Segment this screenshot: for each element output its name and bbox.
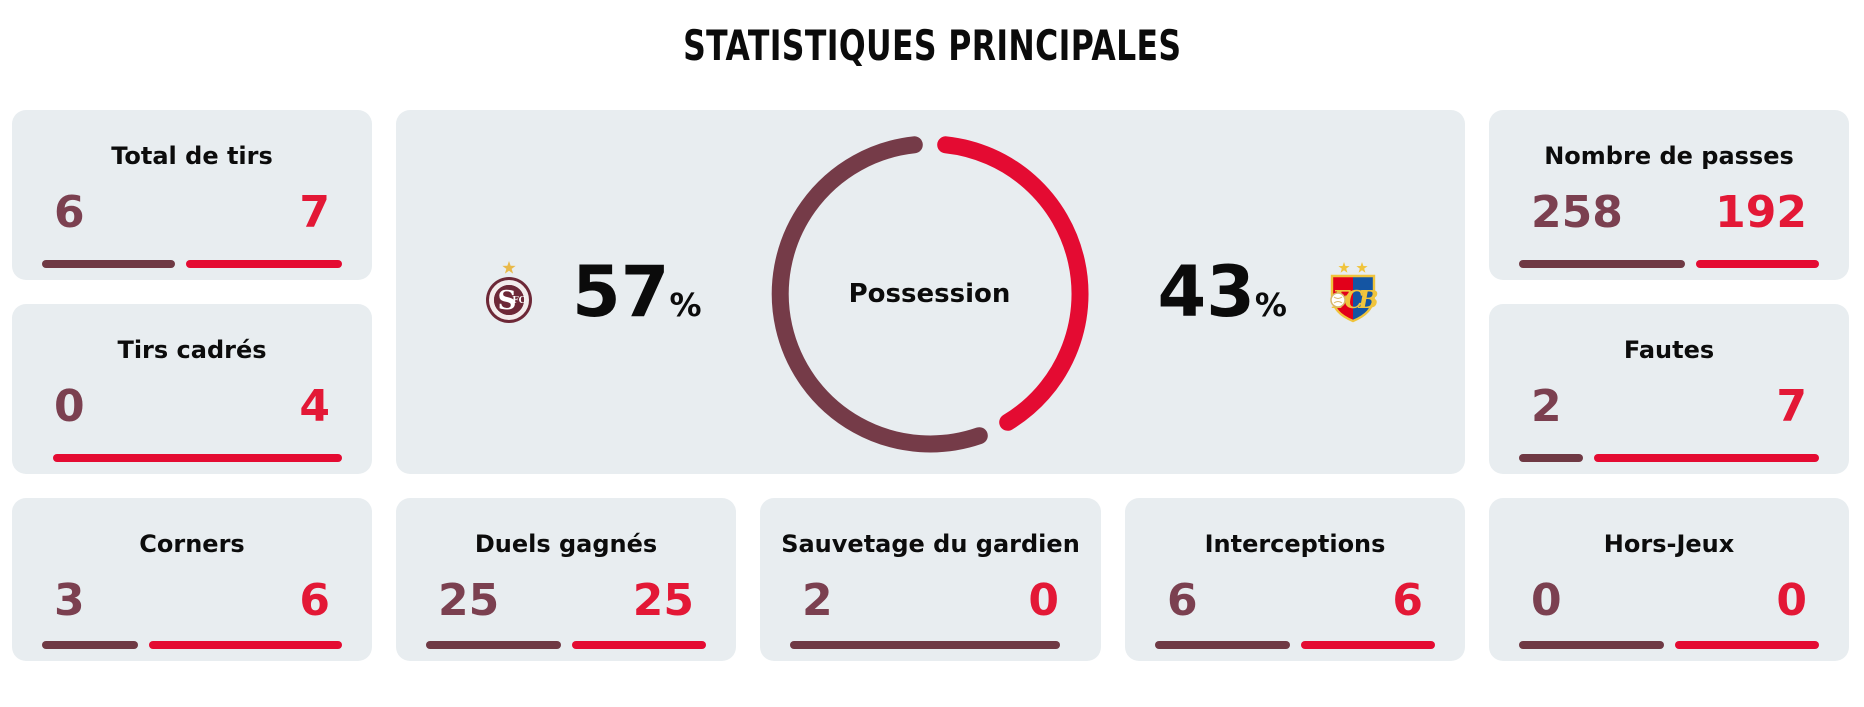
home-possession-arc [771, 136, 988, 453]
servette-crest-icon: S FC [486, 261, 533, 323]
comparison-bars [1519, 641, 1819, 649]
away-value: 192 [1715, 187, 1807, 238]
away-value: 25 [632, 575, 694, 626]
away-bar [186, 260, 342, 268]
possession-donut: Possession [760, 110, 1100, 474]
stat-values: 2 7 [1489, 385, 1849, 429]
away-value: 7 [299, 187, 330, 238]
page-title-text: STATISTIQUES PRINCIPALES [682, 21, 1182, 70]
gold-star-icon [1338, 262, 1350, 273]
home-value: 3 [54, 575, 85, 626]
away-bar [1594, 454, 1819, 462]
stat-card-tirs-cadres: Tirs cadrés 0 4 [12, 304, 372, 474]
home-value: 0 [54, 381, 85, 432]
home-value: 6 [54, 187, 85, 238]
comparison-bars [790, 641, 1071, 649]
away-bar [1695, 260, 1819, 268]
home-bar [1155, 641, 1290, 649]
stat-card-duels-gagnes: Duels gagnés 25 25 [396, 498, 736, 661]
home-bar [426, 641, 561, 649]
stat-label: Hors-Jeux [1603, 530, 1735, 558]
home-pct-number: 57 [572, 251, 670, 333]
away-possession-arc [936, 136, 1089, 431]
stat-values: 25 25 [396, 579, 736, 623]
stat-label: Fautes [1623, 336, 1715, 364]
comparison-bars [42, 641, 342, 649]
home-bar [42, 260, 176, 268]
stat-label: Sauvetage du gardien [781, 530, 1080, 558]
percent-sign: % [669, 286, 702, 324]
comparison-bars [42, 454, 342, 462]
stat-label: Corners [139, 530, 245, 558]
stat-values: 3 6 [12, 579, 372, 623]
possession-card: S FC 57% Possession 43% FCB [396, 110, 1465, 474]
home-bar [1519, 454, 1584, 462]
stat-values: 0 0 [1489, 579, 1849, 623]
stat-label: Nombre de passes [1544, 142, 1794, 170]
gold-star-icon [502, 261, 516, 274]
stats-grid: Total de tirs 6 7 Tirs cadrés 0 4 S FC [12, 110, 1852, 661]
away-possession-pct: 43% [1158, 257, 1287, 327]
stat-card-fautes: Fautes 2 7 [1489, 304, 1849, 474]
stat-label: Duels gagnés [474, 530, 658, 558]
stat-values: 2 0 [760, 579, 1101, 623]
svg-text:S: S [498, 286, 517, 316]
comparison-bars [1519, 454, 1819, 462]
away-bar [1300, 641, 1435, 649]
home-value: 2 [1531, 381, 1562, 432]
away-bar [571, 641, 706, 649]
away-value: 7 [1776, 381, 1807, 432]
away-value: 0 [1776, 575, 1807, 626]
stat-card-corners: Corners 3 6 [12, 498, 372, 661]
stat-label: Interceptions [1204, 530, 1386, 558]
away-value: 4 [299, 381, 330, 432]
stat-values: 6 7 [12, 191, 372, 235]
stat-values: 6 6 [1125, 579, 1465, 623]
gold-star-icon [1356, 262, 1368, 273]
home-possession-pct: 57% [572, 257, 701, 327]
svg-text:FC: FC [512, 296, 526, 306]
home-value: 0 [1531, 575, 1562, 626]
stat-card-total-de-tirs: Total de tirs 6 7 [12, 110, 372, 280]
home-value: 25 [438, 575, 500, 626]
home-value: 258 [1531, 187, 1623, 238]
comparison-bars [1519, 260, 1819, 268]
stat-values: 0 4 [12, 385, 372, 429]
home-bar [1519, 641, 1664, 649]
fc-basel-crest-icon: FCB [1330, 262, 1379, 323]
stat-label: Tirs cadrés [117, 336, 267, 364]
stat-label: Total de tirs [111, 142, 273, 170]
away-pct-number: 43 [1157, 251, 1255, 333]
comparison-bars [426, 641, 706, 649]
home-value: 6 [1167, 575, 1198, 626]
percent-sign: % [1254, 286, 1287, 324]
comparison-bars [1155, 641, 1435, 649]
away-bar [149, 641, 342, 649]
stat-card-interceptions: Interceptions 6 6 [1125, 498, 1465, 661]
away-value: 6 [299, 575, 330, 626]
home-value: 2 [802, 575, 833, 626]
away-bar [53, 454, 342, 462]
away-bar [1674, 641, 1819, 649]
home-bar [42, 641, 139, 649]
home-bar [1519, 260, 1685, 268]
stat-values: 258 192 [1489, 191, 1849, 235]
stat-card-hors-jeux: Hors-Jeux 0 0 [1489, 498, 1849, 661]
home-bar [790, 641, 1060, 649]
comparison-bars [42, 260, 342, 268]
page-title: STATISTIQUES PRINCIPALES [0, 22, 1864, 70]
stat-card-nombre-de-passes: Nombre de passes 258 192 [1489, 110, 1849, 280]
away-value: 6 [1392, 575, 1423, 626]
possession-label: Possession [848, 279, 1011, 309]
stat-card-sauvetage-du-gardien: Sauvetage du gardien 2 0 [760, 498, 1101, 661]
away-value: 0 [1028, 575, 1059, 626]
